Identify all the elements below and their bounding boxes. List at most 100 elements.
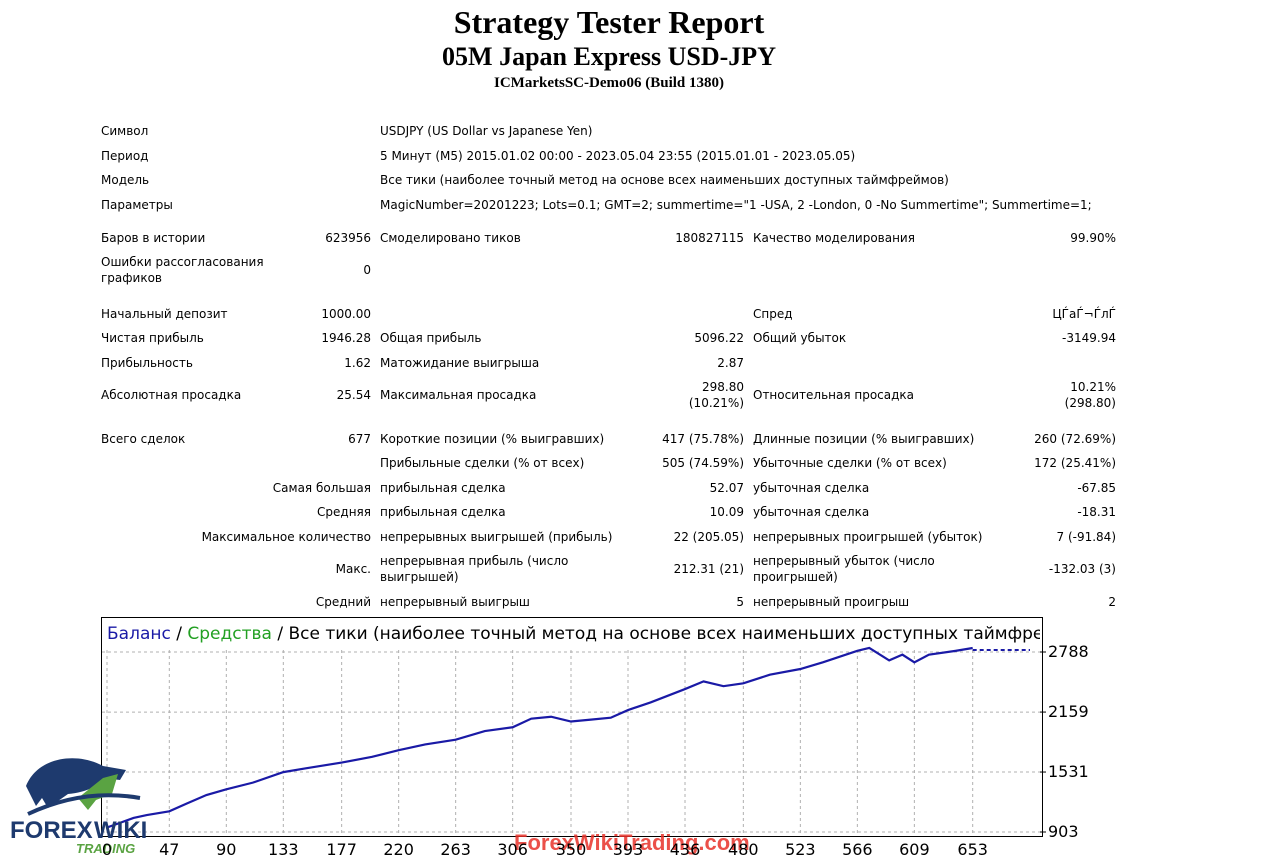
deposit-value: 1000.00	[321, 307, 371, 321]
x-tick-label: 306	[497, 840, 528, 859]
gross-profit-label: Общая прибыль	[380, 331, 482, 345]
report-subtitle: 05M Japan Express USD-JPY	[442, 42, 776, 71]
win-trades-label: Прибыльные сделки (% от всех)	[380, 456, 585, 470]
long-value: 260 (72.69%)	[1034, 432, 1116, 446]
logo-word-2: WIKI	[94, 817, 147, 844]
max-dd-value: 298.80	[702, 380, 744, 394]
win-trades-value: 505 (74.59%)	[662, 456, 744, 470]
period-value: 5 Минут (M5) 2015.01.02 00:00 - 2023.05.…	[380, 149, 856, 163]
x-tick-label: 609	[899, 840, 930, 859]
deposit-label: Начальный депозит	[101, 307, 228, 321]
quality-label: Качество моделирования	[753, 231, 915, 245]
symbol-value: USDJPY (US Dollar vs Japanese Yen)	[380, 124, 593, 138]
logo-word-1: FOREX	[10, 817, 93, 844]
x-tick-label: 350	[555, 840, 587, 859]
largest-loss-value: -67.85	[1077, 481, 1116, 495]
abs-dd-label: Абсолютная просадка	[101, 388, 242, 402]
report-title: Strategy Tester Report	[453, 4, 765, 40]
largest-loss-label: убыточная сделка	[753, 481, 870, 495]
avgc-label: Средний	[315, 595, 371, 609]
loss-trades-value: 172 (25.41%)	[1034, 456, 1116, 470]
max-win-value: 212.31 (21)	[673, 562, 744, 576]
avgc-win-label: непрерывный выигрыш	[380, 595, 530, 609]
maxcount-win-value: 22 (205.05)	[673, 530, 744, 544]
y-tick-label: 903	[1048, 822, 1079, 841]
balance-chart	[101, 617, 1043, 837]
avg-loss-label: убыточная сделка	[753, 505, 870, 519]
balance-line	[106, 646, 973, 829]
maxcount-win-label: непрерывных выигрышей (прибыль)	[380, 530, 613, 544]
x-tick-label: 220	[383, 840, 414, 859]
x-tick-label: 133	[268, 840, 299, 859]
profit-factor-label: Прибыльность	[101, 356, 193, 370]
errors-value: 0	[363, 263, 371, 277]
x-tick-label: 90	[216, 840, 237, 859]
rel-dd-label: Относительная просадка	[753, 388, 915, 402]
payoff-label: Матожидание выигрыша	[380, 356, 540, 370]
ticks-label: Смоделировано тиков	[380, 231, 521, 245]
max-loss-value: -132.03 (3)	[1048, 562, 1116, 576]
legend-balance: Баланс	[107, 624, 171, 644]
avg-loss-value: -18.31	[1077, 505, 1116, 519]
params-value: MagicNumber=20201223; Lots=0.1; GMT=2; s…	[380, 198, 1092, 212]
gross-loss-value: -3149.94	[1062, 331, 1116, 345]
largest-win-value: 52.07	[709, 481, 744, 495]
x-tick-label: 480	[728, 840, 759, 859]
maxcount-loss-value: 7 (-91.84)	[1056, 530, 1117, 544]
period-label: Период	[101, 149, 149, 163]
errors-label: Ошибки рассогласования графиков	[101, 255, 264, 285]
forex-wiki-logo-icon: FOREX WIKI TRADING	[10, 758, 147, 856]
avgc-loss-value: 2	[1108, 595, 1116, 609]
watermark: ForexWikiTrading.com	[514, 830, 750, 855]
x-tick-label: 263	[440, 840, 471, 859]
logo-word-3: TRADING	[76, 841, 135, 856]
loss-trades-label: Убыточные сделки (% от всех)	[753, 456, 947, 470]
net-profit-value: 1946.28	[321, 331, 371, 345]
legend-model: Все тики (наиболее точный метод на основ…	[288, 624, 1040, 644]
trades-label: Всего сделок	[101, 432, 186, 446]
x-tick-label: 653	[957, 840, 988, 859]
legend-equity: Средства	[187, 624, 272, 644]
x-tick-label: 393	[612, 840, 644, 859]
model-label: Модель	[101, 173, 150, 187]
symbol-label: Символ	[101, 124, 149, 138]
bars-value: 623956	[325, 231, 371, 245]
gross-loss-label: Общий убыток	[753, 331, 847, 345]
chart-legend: Баланс / Средства / Все тики (наиболее т…	[107, 624, 1040, 644]
ticks-value: 180827115	[675, 231, 744, 245]
params-label: Параметры	[101, 198, 173, 212]
maxcount-label: Максимальное количество	[201, 530, 371, 544]
model-value: Все тики (наиболее точный метод на основ…	[380, 173, 949, 187]
legend-sep-2: /	[271, 624, 289, 644]
y-tick-label: 2159	[1048, 702, 1089, 722]
payoff-value: 2.87	[717, 356, 744, 370]
maxcount-loss-label: непрерывных проигрышей (убыток)	[753, 530, 983, 544]
short-value: 417 (75.78%)	[662, 432, 744, 446]
max-win-label: непрерывная прибыль (число выигрышей)	[380, 554, 569, 584]
report-server: ICMarketsSC-Demo06 (Build 1380)	[494, 75, 724, 91]
rel-dd-value: 10.21%	[1070, 380, 1116, 394]
spread-value: ЦЃаЃ¬ЃлЃ	[1052, 307, 1116, 321]
avgc-win-value: 5	[736, 595, 744, 609]
bars-label: Баров в истории	[101, 231, 206, 245]
abs-dd-value: 25.54	[336, 388, 371, 402]
x-tick-label: 47	[159, 840, 180, 859]
avg-win-label: прибыльная сделка	[380, 505, 506, 519]
avg-win-value: 10.09	[709, 505, 744, 519]
x-tick-label: 436	[669, 840, 701, 859]
short-label: Короткие позиции (% выигравших)	[380, 432, 605, 446]
trades-value: 677	[348, 432, 371, 446]
largest-label: Самая большая	[272, 481, 371, 495]
max-label: Макс.	[335, 562, 371, 576]
max-dd-label: Максимальная просадка	[380, 388, 537, 402]
rel-dd-money: (298.80)	[1064, 396, 1116, 410]
long-label: Длинные позиции (% выигравших)	[753, 432, 975, 446]
spread-label: Спред	[753, 307, 793, 321]
profit-factor-value: 1.62	[344, 356, 371, 370]
quality-value: 99.90%	[1070, 231, 1116, 245]
avg-label: Средняя	[317, 505, 371, 519]
gross-profit-value: 5096.22	[694, 331, 744, 345]
x-tick-label: 523	[785, 840, 816, 859]
net-profit-label: Чистая прибыль	[101, 331, 204, 345]
